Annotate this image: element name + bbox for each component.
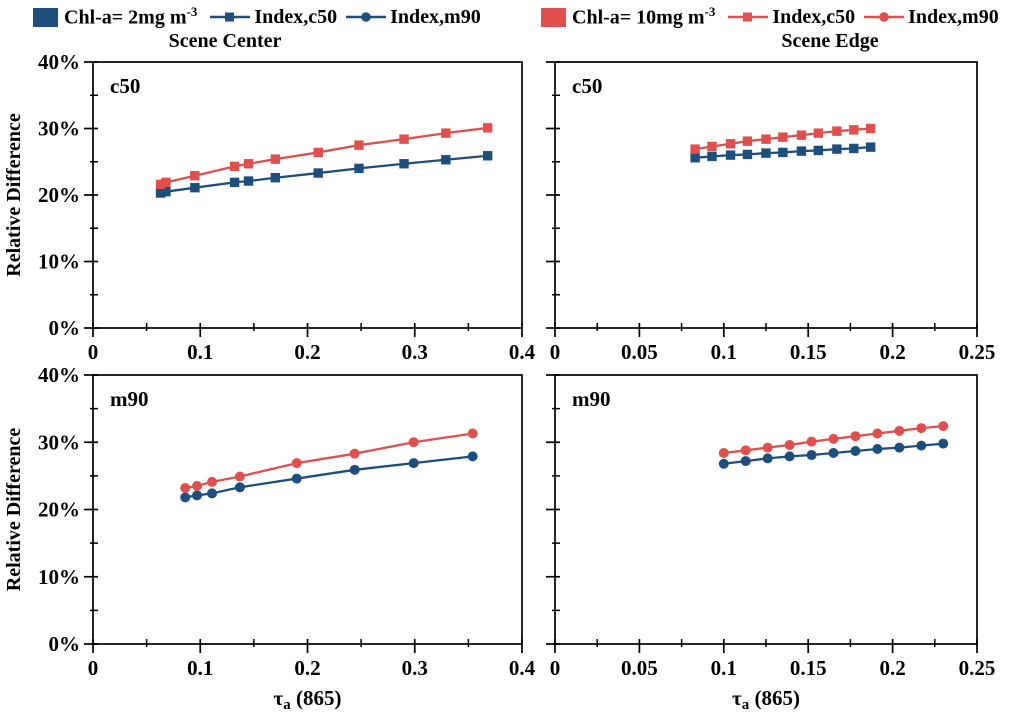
subplot-c50-scene-center: 0 0.1 0.2 0.3 0.4 0% 10% 20% 30% 40% Relative Diff… (0, 55, 535, 368)
subplot-m90-scene-center: 0 0.1 0.2 0.3 0.4 0% 10% 20% 30% 40% Relative Diff… (0, 368, 535, 714)
chl10-swatch-label: Chl-a= 10mg m-3 (572, 4, 716, 29)
svg-text:0.05: 0.05 (621, 340, 658, 364)
svg-text:0: 0 (550, 656, 561, 680)
line-square-marker-icon (728, 12, 769, 22)
svg-text:0.2: 0.2 (294, 656, 320, 680)
svg-text:c50: c50 (110, 74, 140, 98)
svg-text:30%: 30% (38, 117, 80, 141)
svg-text:10%: 10% (38, 565, 80, 589)
svg-text:0.3: 0.3 (402, 340, 428, 364)
svg-text:0.4: 0.4 (509, 340, 535, 364)
svg-text:40%: 40% (38, 368, 80, 387)
chl2-swatch-icon (33, 7, 58, 27)
svg-text:c50: c50 (572, 74, 602, 98)
legend-item-label: Index,c50 (772, 5, 856, 28)
svg-text:0.1: 0.1 (187, 340, 213, 364)
column-title-scene-center: Scene Center (168, 30, 282, 52)
svg-text:40%: 40% (38, 55, 80, 74)
chart-c50-scene-center: 0 0.1 0.2 0.3 0.4 0% 10% 20% 30% 40% Relative Diff… (3, 55, 535, 364)
svg-text:0%: 0% (49, 632, 81, 656)
line-circle-marker-icon (864, 12, 905, 22)
svg-text:20%: 20% (38, 183, 80, 207)
legend-item-index-m90-blue: Index,m90 (343, 6, 481, 29)
svg-text:0.15: 0.15 (790, 656, 827, 680)
svg-text:0.25: 0.25 (959, 340, 996, 364)
svg-text:0: 0 (550, 340, 561, 364)
svg-text:0.25: 0.25 (959, 656, 996, 680)
svg-text:Relative Difference: Relative Difference (3, 113, 25, 277)
svg-text:0.3: 0.3 (402, 656, 428, 680)
legend-item-index-c50-red: Index,c50 (725, 6, 855, 29)
svg-text:m90: m90 (110, 387, 149, 411)
chart-m90-scene-edge: 0 0.05 0.1 0.15 0.2 0.25 τa (865) m90 (546, 374, 996, 713)
svg-text:0: 0 (88, 656, 99, 680)
svg-text:0%: 0% (49, 316, 81, 340)
svg-text:0.05: 0.05 (621, 656, 658, 680)
svg-text:Relative Difference: Relative Difference (3, 428, 25, 592)
legend-item-label: Index,c50 (254, 5, 338, 28)
svg-text:0.1: 0.1 (187, 656, 213, 680)
line-circle-marker-icon (346, 12, 387, 22)
svg-text:0: 0 (88, 340, 99, 364)
chart-c50-scene-edge: 0 0.05 0.1 0.15 0.2 0.25 c50 (546, 61, 996, 364)
legend-item-index-c50-blue: Index,c50 (207, 6, 337, 29)
chart-m90-scene-center: 0 0.1 0.2 0.3 0.4 0% 10% 20% 30% 40% Relative Diff… (3, 368, 535, 713)
column-title-scene-edge: Scene Edge (781, 30, 879, 52)
svg-text:τa (865): τa (865) (732, 686, 800, 713)
svg-text:10%: 10% (38, 250, 80, 274)
legend-chl2: Chl-a= 2mg m-3 Index,c50 Index,m90 (33, 2, 487, 32)
svg-text:m90: m90 (572, 387, 611, 411)
legend-item-index-m90-red: Index,m90 (861, 6, 999, 29)
svg-text:20%: 20% (38, 498, 80, 522)
legend-chl10: Chl-a= 10mg m-3 Index,c50 Index,m90 (541, 2, 1005, 32)
legend-item-label: Index,m90 (390, 5, 481, 28)
chl10-swatch-icon (541, 7, 566, 27)
svg-text:0.1: 0.1 (711, 656, 737, 680)
chl2-swatch-label: Chl-a= 2mg m-3 (64, 4, 198, 29)
line-square-marker-icon (210, 12, 251, 22)
svg-text:0.2: 0.2 (879, 340, 905, 364)
subplot-c50-scene-edge: 0 0.05 0.1 0.15 0.2 0.25 c50 (535, 55, 1024, 368)
legend-item-label: Index,m90 (908, 5, 999, 28)
subplot-m90-scene-edge: 0 0.05 0.1 0.15 0.2 0.25 τa (865) m90 (535, 368, 1024, 714)
svg-text:0.2: 0.2 (294, 340, 320, 364)
svg-text:0.1: 0.1 (711, 340, 737, 364)
svg-text:0.4: 0.4 (509, 656, 535, 680)
svg-text:0.15: 0.15 (790, 340, 827, 364)
svg-text:30%: 30% (38, 430, 80, 454)
svg-text:τa (865): τa (865) (274, 686, 342, 713)
svg-text:0.2: 0.2 (879, 656, 905, 680)
